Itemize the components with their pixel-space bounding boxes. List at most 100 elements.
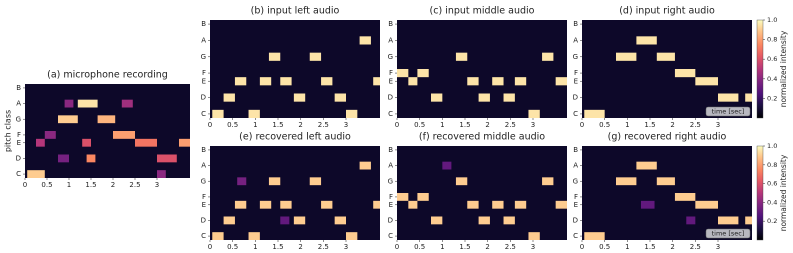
y-tick-label: F (574, 193, 578, 201)
y-tick-label: D (201, 94, 206, 102)
x-tick-label: 1 (625, 243, 629, 251)
note-cell (397, 193, 409, 201)
colorbar-tick-label: 0.8 (767, 36, 777, 44)
note-cell (636, 161, 657, 170)
note-cell (293, 93, 306, 102)
y-tick-label: D (16, 154, 21, 162)
note-cell (528, 232, 540, 240)
y-tick-label: B (388, 146, 393, 154)
note-cell (695, 77, 718, 86)
x-tick-label: 1.5 (459, 121, 470, 129)
note-cell (157, 170, 166, 178)
note-cell (442, 161, 452, 170)
note-cell (373, 77, 380, 86)
x-tick-label: 3 (531, 121, 535, 129)
x-tick-label: 0.5 (227, 121, 238, 129)
note-cell (234, 200, 247, 209)
x-tick-label: 1.5 (85, 181, 96, 189)
note-cell (280, 216, 290, 225)
note-cell (234, 77, 247, 86)
y-tick-label: E (389, 77, 393, 85)
y-tick-label: C (388, 110, 393, 118)
y-tick-label: F (17, 131, 21, 139)
note-cell (44, 131, 56, 139)
note-cell (346, 109, 358, 118)
y-tick-label: F (202, 193, 206, 201)
x-tick-label: 2 (670, 243, 674, 251)
y-tick-label: D (388, 216, 393, 224)
x-tick-label: 1.5 (644, 121, 655, 129)
x-tick-label: 1 (440, 243, 444, 251)
y-tick-label: F (389, 69, 393, 77)
plot-background (210, 146, 380, 240)
note-cell (58, 154, 69, 163)
colorbar-tick-label: 0.4 (767, 75, 777, 83)
y-tick-label: A (573, 162, 578, 170)
y-tick-label: G (388, 177, 393, 185)
note-cell (157, 154, 177, 163)
colorbar-tick-label: 1.0 (767, 16, 777, 24)
note-cell (656, 52, 675, 61)
panel-title: (d) input right audio (619, 6, 715, 17)
note-cell (467, 200, 479, 209)
x-tick-label: 0 (580, 121, 584, 129)
note-cell (334, 216, 346, 225)
note-cell (309, 52, 322, 61)
y-tick-label: E (389, 201, 393, 209)
x-tick-label: 3 (155, 181, 159, 189)
plot-background (582, 146, 752, 240)
y-tick-label: B (16, 84, 21, 92)
x-tick-label: 2 (485, 243, 489, 251)
y-tick-label: E (574, 201, 578, 209)
note-cell (514, 200, 527, 209)
panel-title: (f) recovered middle audio (419, 132, 545, 143)
note-cell (334, 93, 346, 102)
note-cell (86, 154, 96, 163)
panel-title: (g) recovered right audio (608, 132, 727, 143)
note-cell (455, 177, 468, 186)
colorbar-tick-label: 0.2 (767, 217, 777, 225)
y-tick-label: G (573, 53, 578, 61)
note-cell (268, 52, 281, 61)
x-axis-label-box (705, 106, 751, 117)
colorbar-label: normalized intensity (779, 30, 788, 107)
x-tick-label: 1 (253, 121, 257, 129)
note-cell (346, 232, 358, 240)
x-tick-label: 2 (298, 121, 302, 129)
note-cell (640, 200, 655, 209)
note-cell (584, 109, 605, 118)
y-tick-label: G (201, 53, 206, 61)
colorbar (756, 145, 764, 241)
y-tick-label: D (201, 216, 206, 224)
note-cell (248, 109, 260, 118)
y-tick-label: G (201, 177, 206, 185)
note-cell (542, 52, 554, 61)
x-tick-label: 3 (716, 243, 720, 251)
note-cell (397, 69, 409, 78)
x-tick-label: 2.5 (690, 121, 701, 129)
note-cell (135, 138, 157, 147)
x-tick-label: 1.5 (272, 121, 283, 129)
x-tick-label: 0 (208, 243, 212, 251)
note-cell (431, 216, 443, 225)
note-cell (718, 216, 739, 225)
y-tick-label: G (573, 177, 578, 185)
note-cell (467, 77, 479, 86)
note-cell (695, 200, 718, 209)
note-cell (121, 99, 133, 108)
x-axis-label: time [sec] (712, 230, 745, 238)
note-cell (113, 131, 135, 139)
note-cell (64, 99, 74, 108)
x-tick-label: 3 (716, 121, 720, 129)
x-tick-label: 1.5 (644, 243, 655, 251)
colorbar-tick-label: 0.6 (767, 180, 777, 188)
note-cell (503, 216, 515, 225)
colorbar-tick-label: 0.2 (767, 94, 777, 102)
y-tick-label: A (201, 36, 206, 44)
x-tick-label: 1 (253, 243, 257, 251)
note-cell (179, 138, 190, 147)
y-tick-label: B (201, 20, 206, 28)
note-cell (268, 177, 281, 186)
colorbar-tick-label: 1.0 (767, 142, 777, 150)
note-cell (616, 52, 637, 61)
